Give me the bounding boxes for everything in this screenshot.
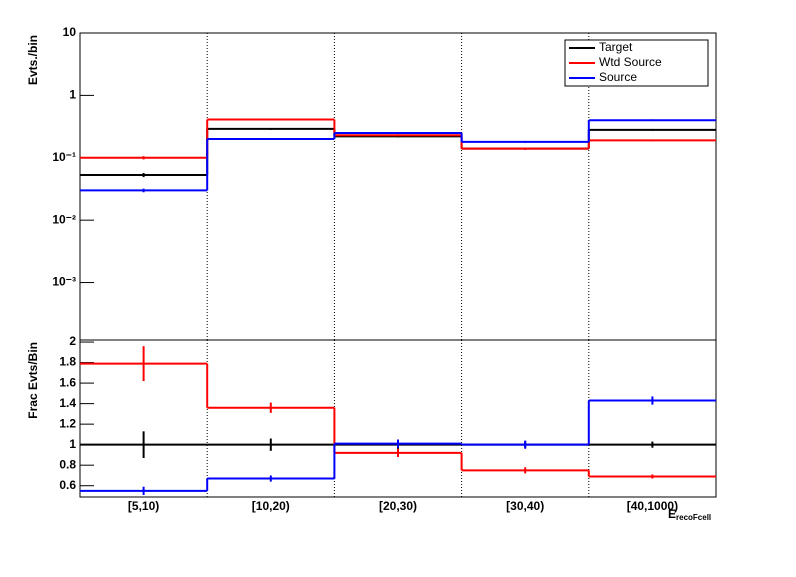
y-axis-title: Evts./bin [26, 35, 40, 85]
x-tick-label: [20,30) [379, 499, 417, 513]
x-axis-title-main: E [668, 507, 676, 521]
y-tick-label: 10 [63, 25, 77, 39]
y-tick-label: 1 [69, 88, 76, 102]
y-tick-label: 1.2 [59, 416, 76, 430]
x-axis-title: ErecoFcell [668, 507, 711, 522]
legend-label: Wtd Source [599, 55, 662, 69]
y-tick-label: 1 [69, 437, 76, 451]
y-tick-label: 0.8 [59, 457, 76, 471]
y-tick-label: 1.8 [59, 355, 76, 369]
y-tick-label: 10⁻² [52, 212, 76, 226]
legend-label: Target [599, 40, 633, 54]
y-tick-label: 10⁻³ [52, 275, 76, 289]
y-tick-label: 1.6 [59, 375, 76, 389]
y-tick-label: 10⁻¹ [52, 150, 76, 164]
legend-label: Source [599, 70, 637, 84]
plot-frame [79, 339, 717, 498]
y-tick-label: 1.4 [59, 396, 76, 410]
x-tick-label: [10,20) [252, 499, 290, 513]
x-tick-label: [5,10) [128, 499, 159, 513]
y-tick-label: 2 [69, 334, 76, 348]
x-tick-label: [30,40) [506, 499, 544, 513]
x-axis-title-sub: recoFcell [676, 513, 711, 522]
y-axis-title: Frac Evts/Bin [26, 342, 40, 419]
y-tick-label: 0.6 [59, 478, 76, 492]
x-tick-label: [40,1000) [627, 499, 678, 513]
